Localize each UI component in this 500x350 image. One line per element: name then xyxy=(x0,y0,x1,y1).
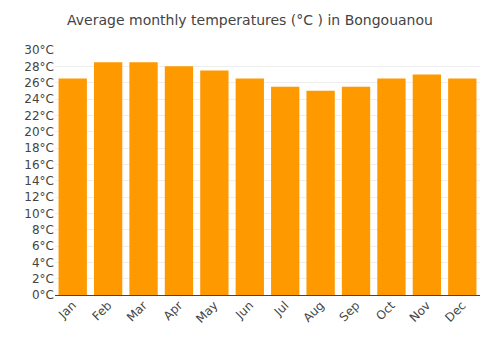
svg-text:26°C: 26°C xyxy=(24,76,54,90)
svg-text:Sep: Sep xyxy=(337,298,363,324)
svg-text:14°C: 14°C xyxy=(24,174,54,188)
svg-text:Jun: Jun xyxy=(232,298,256,322)
svg-text:8°C: 8°C xyxy=(32,223,54,237)
svg-text:Oct: Oct xyxy=(373,298,398,323)
svg-text:10°C: 10°C xyxy=(24,207,54,221)
svg-text:2°C: 2°C xyxy=(32,272,54,286)
svg-text:20°C: 20°C xyxy=(24,125,54,139)
svg-text:Average monthly temperatures (: Average monthly temperatures (°C ) in Bo… xyxy=(67,12,433,28)
svg-text:28°C: 28°C xyxy=(24,60,54,74)
svg-text:Aug: Aug xyxy=(301,298,327,324)
svg-text:12°C: 12°C xyxy=(24,190,54,204)
svg-text:0°C: 0°C xyxy=(32,288,54,302)
svg-text:Dec: Dec xyxy=(442,298,468,324)
svg-text:May: May xyxy=(193,298,220,325)
svg-text:30°C: 30°C xyxy=(24,43,54,57)
svg-text:Jul: Jul xyxy=(271,298,292,319)
svg-text:22°C: 22°C xyxy=(24,109,54,123)
svg-text:Feb: Feb xyxy=(90,298,115,323)
svg-text:6°C: 6°C xyxy=(32,239,54,253)
svg-text:Mar: Mar xyxy=(124,298,150,324)
svg-text:4°C: 4°C xyxy=(32,256,54,270)
svg-text:Nov: Nov xyxy=(407,298,433,324)
svg-text:16°C: 16°C xyxy=(24,158,54,172)
svg-text:Apr: Apr xyxy=(161,298,186,323)
svg-text:18°C: 18°C xyxy=(24,141,54,155)
svg-text:Jan: Jan xyxy=(55,298,79,322)
svg-text:24°C: 24°C xyxy=(24,92,54,106)
